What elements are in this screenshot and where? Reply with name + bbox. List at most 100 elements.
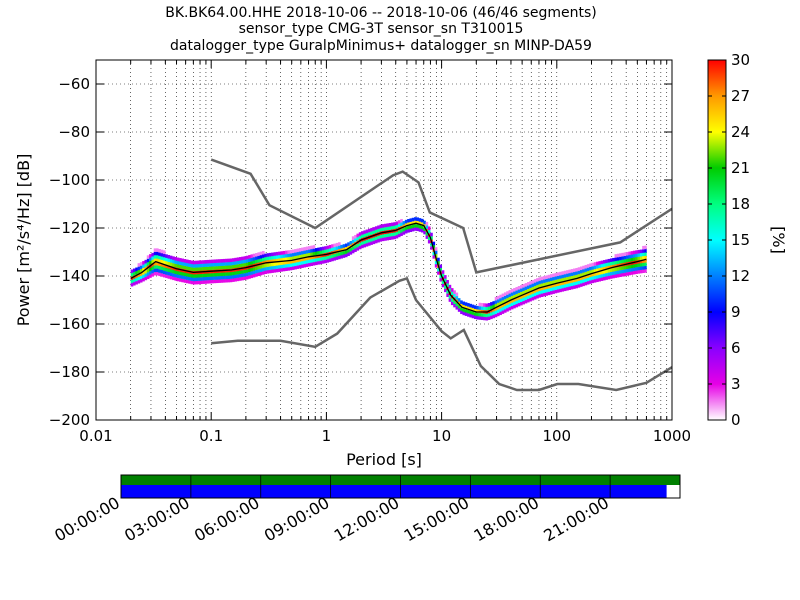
psd-cell	[494, 310, 498, 314]
psd-cell	[568, 286, 572, 290]
coverage-time-label: 03:00:00	[121, 493, 193, 545]
psd-cell	[612, 264, 615, 269]
psd-cell	[227, 278, 231, 283]
psd-cell	[165, 264, 168, 268]
psd-cell	[248, 275, 251, 279]
psd-cell	[356, 247, 360, 251]
psd-cell	[245, 275, 249, 280]
psd-cell	[559, 281, 562, 286]
psd-cell	[255, 266, 258, 271]
psd-cell	[158, 265, 161, 270]
psd-cell	[321, 256, 325, 261]
psd-cell	[420, 222, 424, 226]
psd-cell	[257, 252, 261, 256]
psd-cell	[248, 261, 251, 266]
psd-cell	[331, 247, 334, 252]
psd-cell	[243, 273, 247, 277]
psd-cell	[626, 258, 629, 263]
psd-cell	[441, 273, 445, 278]
psd-cell	[591, 272, 595, 277]
psd-cell	[520, 298, 523, 303]
psd-cell	[575, 278, 578, 282]
psd-cell	[179, 261, 182, 265]
psd-cell	[397, 233, 401, 238]
psd-cell	[487, 303, 491, 307]
psd-cell	[372, 227, 376, 231]
psd-cell	[476, 315, 479, 320]
psd-cell	[310, 252, 313, 256]
psd-cell	[448, 298, 452, 302]
figure-title: BK.BK64.00.HHE 2018-10-06 -- 2018-10-06 …	[165, 5, 597, 54]
psd-cell	[420, 218, 424, 223]
psd-cell	[197, 263, 201, 268]
psd-cell	[271, 266, 274, 270]
psd-cell	[566, 270, 569, 274]
psd-cell	[598, 274, 601, 279]
psd-cell	[596, 271, 599, 276]
psd-cell	[485, 303, 489, 308]
psd-cell	[566, 286, 569, 291]
psd-cell	[156, 248, 159, 252]
psd-cell	[395, 231, 399, 236]
psd-cell	[388, 226, 392, 230]
psd-cell	[644, 245, 647, 250]
psd-cell	[296, 258, 300, 263]
psd-cell	[268, 252, 272, 257]
psd-cell	[266, 256, 270, 261]
psd-cell	[250, 261, 254, 265]
psd-cell	[176, 274, 180, 278]
psd-cell	[296, 261, 300, 266]
psd-cell	[492, 307, 496, 312]
psd-cell	[517, 289, 521, 293]
psd-cell	[206, 276, 210, 281]
psd-cell	[531, 280, 535, 284]
psd-cell	[609, 258, 613, 262]
psd-cell	[252, 257, 256, 261]
psd-cell	[635, 263, 638, 268]
psd-cell	[411, 217, 415, 222]
psd-cell	[404, 229, 408, 234]
psd-cell	[575, 284, 578, 289]
psd-cell	[310, 245, 313, 250]
psd-cell	[298, 264, 302, 269]
psd-cell	[561, 284, 565, 289]
psd-cell	[515, 290, 519, 294]
psd-cell	[506, 291, 509, 295]
psd-cell	[556, 279, 560, 283]
psd-cell	[513, 291, 516, 295]
psd-cell	[575, 281, 578, 285]
psd-cell	[142, 267, 145, 272]
psd-cell	[305, 246, 309, 251]
psd-cell	[319, 250, 323, 255]
psd-cell	[213, 276, 217, 280]
psd-cell	[225, 258, 228, 263]
psd-cell	[577, 270, 581, 275]
psd-cell	[229, 275, 233, 279]
psd-cell	[568, 276, 572, 280]
psd-cell	[241, 270, 244, 274]
psd-cell	[204, 276, 208, 281]
psd-cell	[476, 309, 479, 313]
psd-cell	[584, 268, 588, 272]
psd-cell	[607, 258, 611, 263]
psd-cell	[151, 266, 155, 270]
psd-cell	[146, 268, 150, 273]
psd-cell	[427, 239, 431, 244]
psd-cell	[291, 256, 295, 260]
psd-cell	[363, 230, 366, 234]
psd-cell	[211, 262, 214, 267]
psd-cell	[632, 254, 636, 258]
psd-cell	[596, 278, 599, 283]
psd-cell	[503, 302, 507, 307]
psd-cell	[243, 259, 247, 264]
psd-cell	[464, 305, 468, 310]
psd-cell	[225, 272, 228, 276]
psd-cell	[149, 260, 152, 265]
psd-cell	[556, 285, 560, 290]
psd-cell	[411, 227, 415, 232]
psd-cell	[467, 313, 470, 317]
psd-cell	[358, 232, 362, 236]
psd-cell	[427, 226, 431, 231]
psd-cell	[199, 260, 203, 264]
y-tick-label: −120	[49, 219, 90, 237]
